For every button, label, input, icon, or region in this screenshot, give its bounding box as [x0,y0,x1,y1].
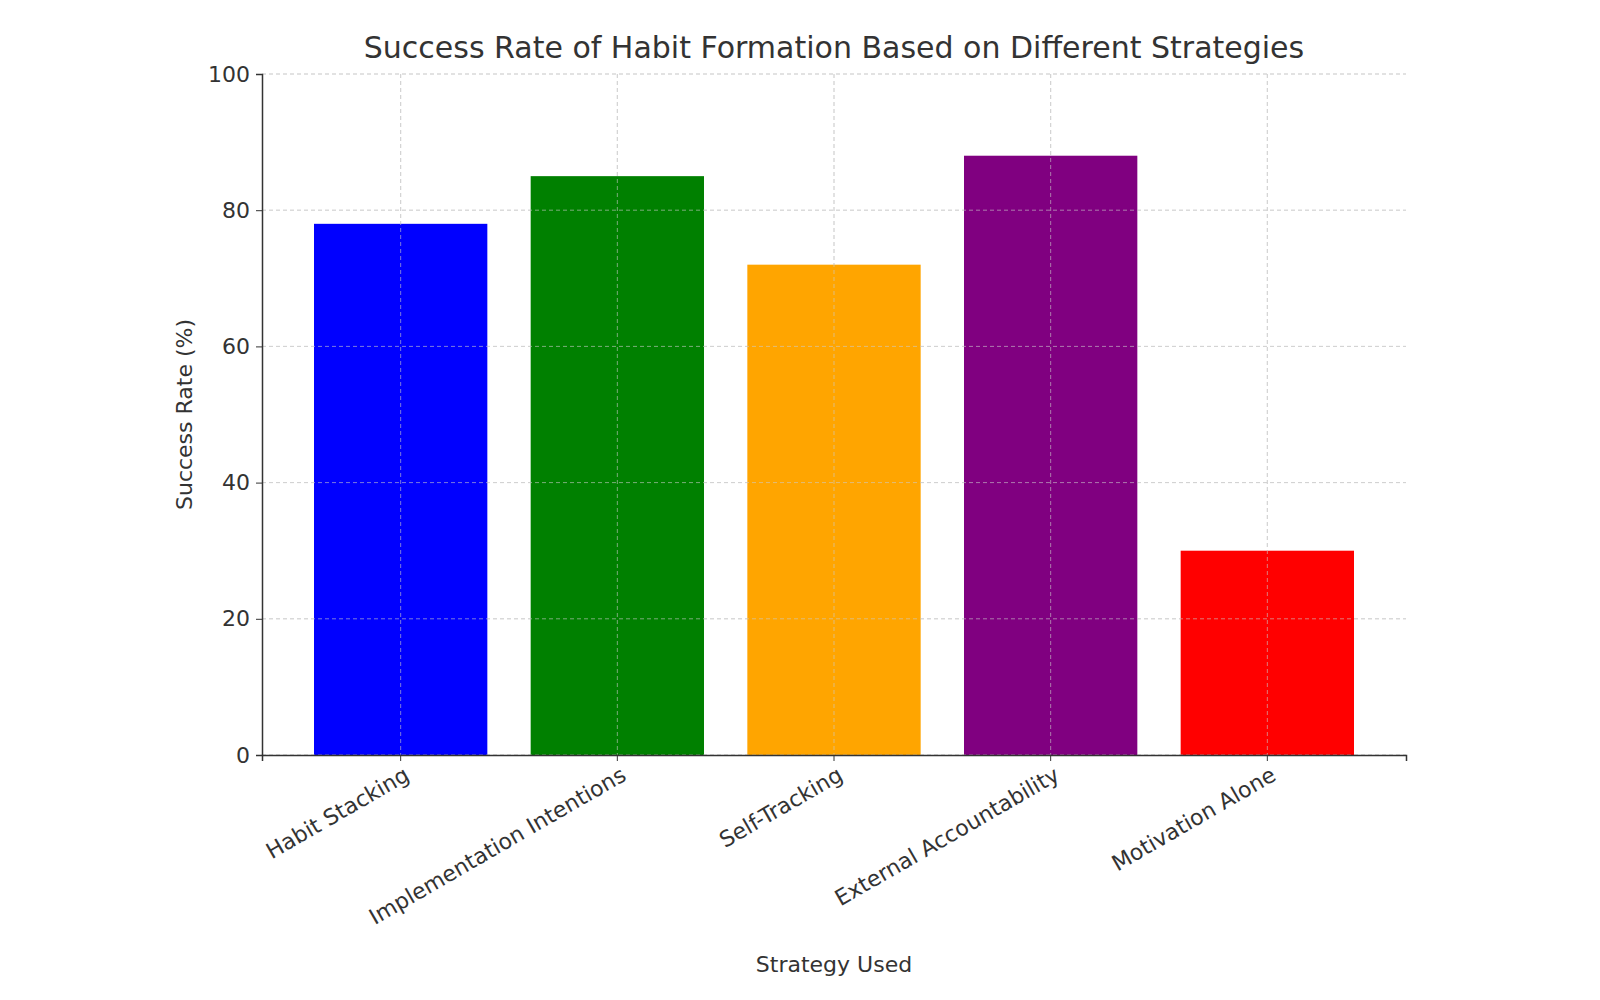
x-tick: External Accountability [830,755,1063,911]
x-tick-label: External Accountability [830,762,1063,911]
y-tick: 40 [222,470,262,495]
y-grid-line [262,618,1406,619]
y-axis-line [256,75,263,756]
y-tick-mark [256,346,262,347]
x-tick-mark [1050,755,1051,761]
x-grid-line [1050,74,1051,755]
x-tick-label: Implementation Intentions [365,762,630,930]
y-tick-label: 100 [208,62,250,87]
y-tick: 20 [222,606,262,631]
x-axis-line [263,756,1407,762]
y-tick: 80 [222,198,262,223]
y-tick-mark [256,210,262,211]
y-grid-line [262,210,1406,211]
y-grid-line [262,346,1406,347]
x-grid-line [617,74,618,755]
chart-title: Success Rate of Habit Formation Based on… [364,30,1304,65]
grid-overlay [262,74,1406,755]
x-tick-label: Motivation Alone [1107,762,1280,876]
x-axis-title: Strategy Used [756,952,912,977]
y-tick-mark [256,619,262,620]
x-tick: Self-Tracking [715,755,847,852]
x-tick-mark [834,755,835,761]
y-tick-label: 40 [222,470,250,495]
x-tick-label: Habit Stacking [262,762,414,864]
y-tick-label: 0 [236,743,250,768]
x-tick: Implementation Intentions [365,755,630,930]
x-tick-mark [617,755,618,761]
y-tick-mark [256,483,262,484]
y-tick-mark [256,74,262,75]
y-tick-label: 80 [222,198,250,223]
y-tick: 0 [236,743,262,768]
bar [531,176,704,755]
x-axis: Habit StackingImplementation Intentions S… [262,755,1407,930]
x-grid-line [834,74,835,755]
chart-svg: 0 20 40 60 80 100 Habit StackingImplementation… [0,0,1600,1000]
y-tick-label: 60 [222,334,250,359]
y-grid-line [262,482,1406,483]
x-tick-label: Self-Tracking [715,762,847,852]
y-tick-label: 20 [222,606,250,631]
x-tick: Motivation Alone [1107,755,1280,876]
plot-area: 0 20 40 60 80 100 Habit StackingImplementation… [208,62,1407,930]
x-grid-line [1267,74,1268,755]
y-tick: 100 [208,62,262,87]
y-tick: 60 [222,334,262,359]
y-axis-title: Success Rate (%) [172,319,197,510]
x-tick-mark [1267,755,1268,761]
x-grid-line [400,74,401,755]
x-tick: Habit Stacking [262,755,414,864]
y-grid-line [262,74,1406,75]
x-tick-mark [400,755,401,761]
y-axis: 0 20 40 60 80 100 [208,62,263,768]
grid [262,74,1406,755]
y-tick-mark [256,755,262,756]
